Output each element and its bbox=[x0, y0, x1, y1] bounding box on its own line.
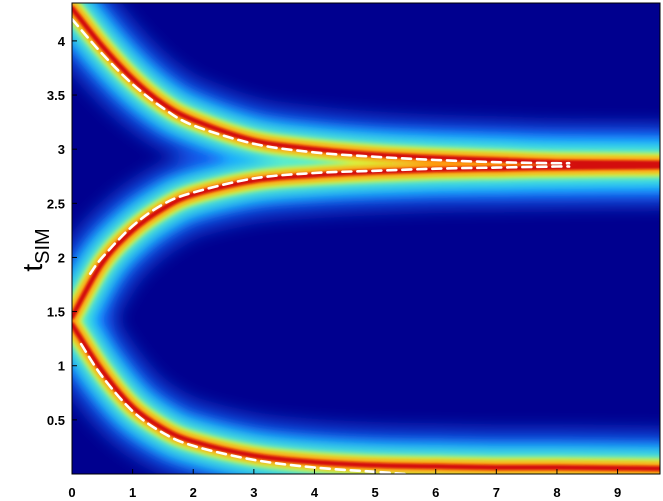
x-tick-label: 5 bbox=[371, 485, 378, 500]
x-tick-label: 4 bbox=[311, 485, 319, 500]
heatmap-ridge-red-2 bbox=[72, 164, 660, 320]
dashed-fit-curve-3 bbox=[79, 342, 407, 474]
heatmap-band-red bbox=[72, 5, 660, 472]
x-tick-label: 8 bbox=[553, 485, 560, 500]
y-axis-label: tSIM bbox=[17, 228, 54, 271]
x-tick-label: 1 bbox=[129, 485, 136, 500]
y-tick-label: 0.5 bbox=[47, 413, 65, 428]
x-tick-label: 2 bbox=[190, 485, 197, 500]
y-axis-ticks: 0.5 1 1.5 2 2.5 3 3.5 4 bbox=[47, 34, 77, 428]
y-tick-label: 3 bbox=[58, 142, 65, 157]
x-tick-label: 9 bbox=[614, 485, 621, 500]
x-tick-label: 7 bbox=[493, 485, 500, 500]
heatmap-ridge-red-1 bbox=[72, 5, 660, 166]
y-tick-label: 1 bbox=[58, 359, 65, 374]
y-tick-label: 2 bbox=[58, 250, 65, 265]
plot-area bbox=[72, 3, 660, 474]
plot-frame bbox=[71, 2, 661, 475]
dashed-fit-curve-1 bbox=[72, 17, 571, 165]
y-axis-label-main: t bbox=[17, 264, 48, 272]
heatmap-ridge-red-3 bbox=[72, 322, 660, 472]
y-tick-label: 1.5 bbox=[47, 305, 65, 320]
y-axis-label-subscript: SIM bbox=[32, 228, 54, 264]
x-tick-label: 6 bbox=[432, 485, 439, 500]
x-tick-label: 3 bbox=[250, 485, 257, 500]
dashed-fit-curve-2 bbox=[88, 165, 571, 275]
x-axis-ticks: 0 1 2 3 4 5 6 7 8 9 bbox=[68, 469, 621, 500]
y-tick-label: 3.5 bbox=[47, 88, 65, 103]
y-tick-label: 2.5 bbox=[47, 196, 65, 211]
y-tick-label: 4 bbox=[58, 34, 66, 49]
x-tick-label: 0 bbox=[68, 485, 75, 500]
